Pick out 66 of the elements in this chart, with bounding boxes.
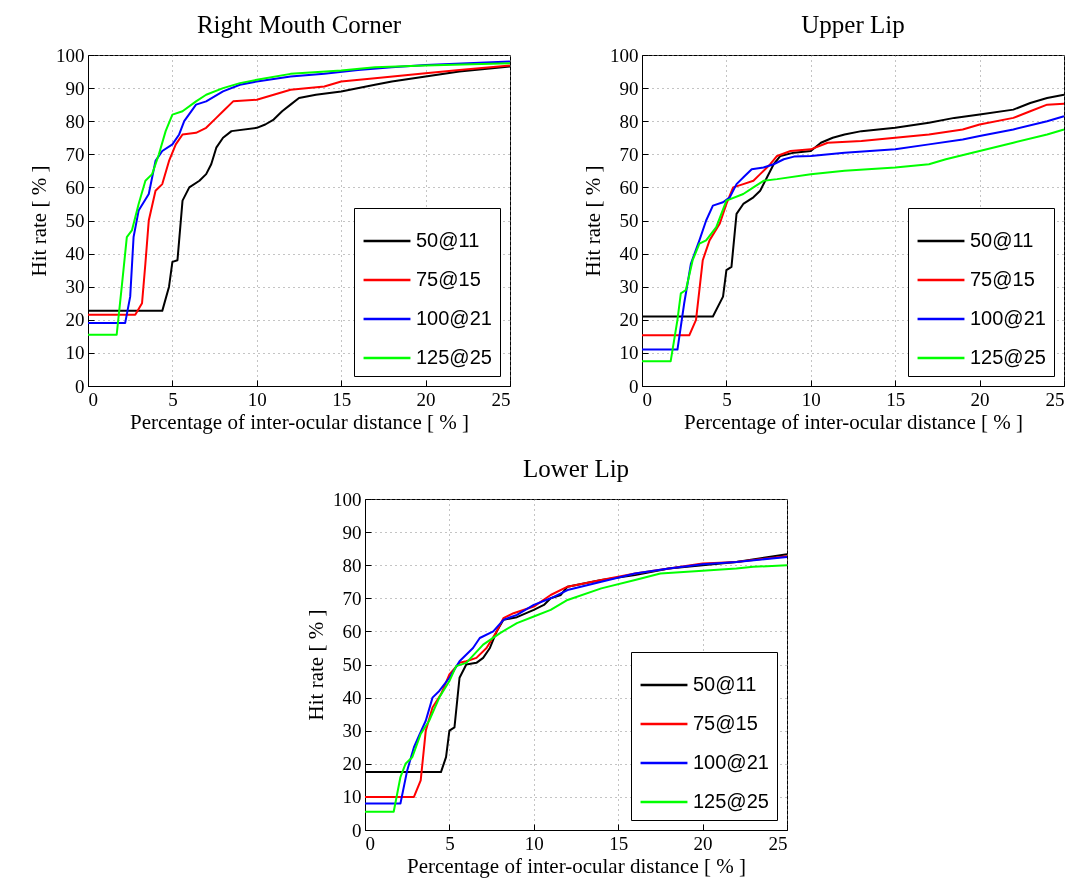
- y-tick-label: 40: [342, 687, 362, 709]
- legend-label: 75@15: [416, 268, 481, 290]
- y-tick-label: 30: [342, 720, 362, 742]
- y-tick-label: 100: [333, 488, 362, 510]
- legend-label: 100@21: [970, 307, 1046, 329]
- legend-label: 50@11: [693, 673, 757, 695]
- x-axis-title: Percentage of inter-ocular distance [ % ]: [130, 409, 469, 434]
- x-tick-label: 10: [801, 388, 821, 410]
- x-tick-label: 5: [722, 388, 732, 410]
- y-tick-label: 90: [619, 77, 639, 99]
- x-tick-label: 15: [886, 388, 906, 410]
- y-tick-label: 100: [610, 44, 639, 66]
- y-tick-label: 50: [619, 210, 639, 231]
- legend-label: 125@25: [970, 346, 1046, 368]
- y-tick-label: 20: [619, 309, 639, 331]
- y-axis-title: Hit rate [ % ]: [581, 165, 605, 277]
- x-tick-label: 10: [524, 832, 544, 854]
- y-axis-title: Hit rate [ % ]: [27, 165, 51, 277]
- x-tick-label: 10: [247, 388, 267, 410]
- y-tick-label: 70: [619, 143, 639, 165]
- legend-label: 125@25: [693, 790, 769, 812]
- y-tick-label: 10: [65, 342, 85, 364]
- legend-label: 100@21: [693, 751, 769, 773]
- x-tick-label: 20: [693, 832, 713, 854]
- y-tick-label: 90: [65, 77, 85, 99]
- y-tick-label: 80: [65, 110, 85, 132]
- x-tick-label: 15: [332, 388, 352, 410]
- y-tick-label: 80: [342, 554, 362, 576]
- y-tick-label: 40: [65, 243, 85, 265]
- y-tick-label: 60: [619, 176, 639, 198]
- legend-label: 75@15: [693, 712, 758, 734]
- x-tick-label: 20: [970, 388, 990, 410]
- y-tick-label: 40: [619, 243, 639, 265]
- y-tick-label: 60: [65, 176, 85, 198]
- y-tick-label: 50: [342, 654, 362, 675]
- x-axis-title: Percentage of inter-ocular distance [ % ]: [407, 853, 746, 878]
- y-tick-label: 30: [65, 276, 85, 298]
- x-tick-label: 15: [609, 832, 629, 854]
- legend-label: 50@11: [416, 229, 480, 251]
- x-tick-label: 25: [491, 388, 511, 410]
- x-tick-label: 5: [445, 832, 455, 854]
- y-tick-label: 70: [342, 587, 362, 609]
- legend-label: 75@15: [970, 268, 1035, 290]
- x-tick-label: 25: [768, 832, 788, 854]
- y-tick-label: 90: [342, 521, 362, 543]
- y-tick-label: 10: [619, 342, 639, 364]
- legend-label: 50@11: [970, 229, 1034, 251]
- y-tick-label: 10: [342, 786, 362, 808]
- chart-title: Upper Lip: [801, 11, 905, 38]
- x-axis-title: Percentage of inter-ocular distance [ % ]: [684, 409, 1023, 434]
- y-tick-label: 20: [342, 753, 362, 775]
- legend-label: 125@25: [416, 346, 492, 368]
- x-tick-label: 5: [168, 388, 178, 410]
- y-axis-title: Hit rate [ % ]: [304, 609, 328, 721]
- chart-title: Right Mouth Corner: [196, 11, 402, 38]
- x-tick-label: 20: [416, 388, 436, 410]
- y-tick-label: 100: [56, 44, 85, 66]
- y-tick-label: 80: [619, 110, 639, 132]
- y-tick-label: 50: [65, 210, 85, 231]
- x-tick-label: 25: [1045, 388, 1065, 410]
- y-tick-label: 60: [342, 620, 362, 642]
- y-tick-label: 30: [619, 276, 639, 298]
- y-tick-label: 20: [65, 309, 85, 331]
- chart-title: Lower Lip: [522, 455, 630, 482]
- legend-label: 100@21: [416, 307, 492, 329]
- y-tick-label: 70: [65, 143, 85, 165]
